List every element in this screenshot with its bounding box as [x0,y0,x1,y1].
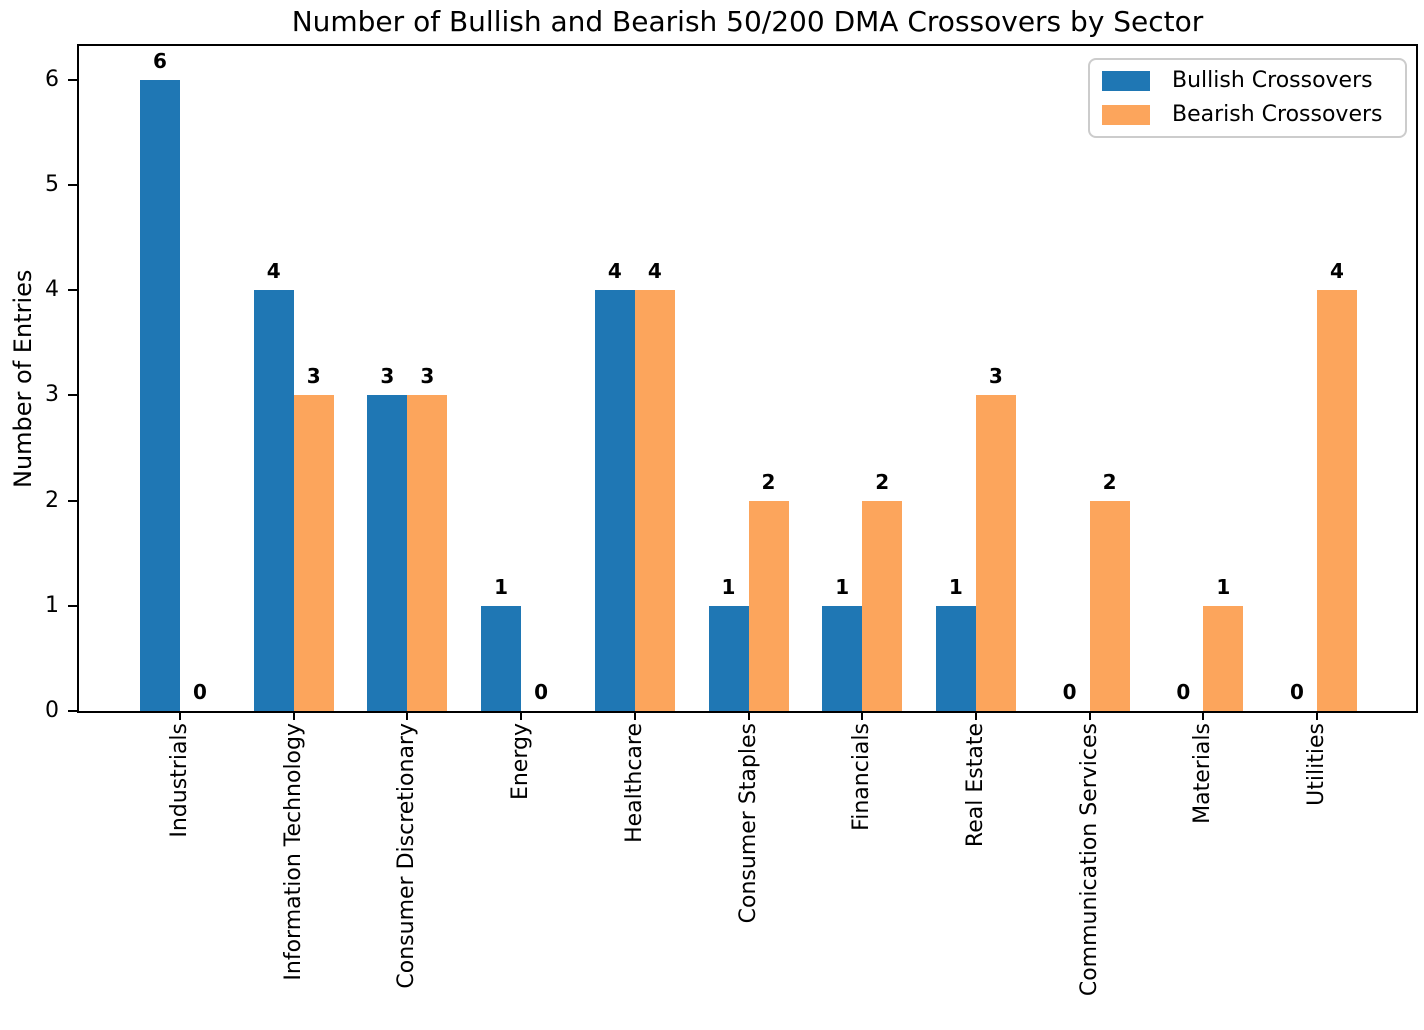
bar-bullish [822,605,863,711]
bar-value-label: 3 [306,364,321,389]
bar-value-label: 1 [721,574,736,599]
x-tick [179,711,181,720]
bar-bullish [935,605,976,711]
y-tick [68,289,77,292]
bar-value-label: 1 [948,574,963,599]
bar-bullish [481,605,522,711]
bar-bearish [293,395,334,711]
plot-area: 0 1 2 3 4 5 6 Industrials 6 0 Information Technolo… [45,44,1418,996]
legend-swatch-bearish [1102,105,1150,125]
y-tick [68,394,77,397]
bar-value-label: 0 [193,680,207,704]
x-tick [1316,711,1318,720]
bar-bearish [407,395,448,711]
bar-bullish [367,395,408,711]
bar-bullish [140,79,180,711]
x-tick [406,711,409,720]
bar-value-label: 3 [420,364,435,389]
bar-bearish [748,500,789,711]
x-tick [974,711,977,720]
bar-value-label: 1 [835,574,850,599]
bar-value-label: 0 [1176,680,1191,704]
bar-value-label: 3 [988,364,1003,389]
y-tick [68,78,77,81]
x-tick [633,711,636,720]
bar-value-label: 2 [761,469,776,494]
legend-label: Bullish Crossovers [1172,68,1373,93]
x-tick [1088,711,1091,720]
x-tick-label-communication-services: Communication Services [1076,723,1102,997]
bar-bullish [253,290,294,711]
bar-value-label: 4 [1330,259,1344,284]
bar-bearish [1089,500,1130,711]
x-tick [1202,711,1205,720]
legend-swatch-bullish [1102,71,1150,91]
bar-value-label: 1 [1216,574,1231,599]
bar-value-label: 0 [1290,680,1304,704]
y-tick [68,183,77,186]
x-tick-label-industrials: Industrials [167,723,192,838]
bar-value-label: 2 [1102,469,1117,494]
y-tick-label: 0 [45,698,59,723]
bar-bearish [1203,605,1244,711]
y-tick-label: 1 [45,592,59,618]
x-tick [861,711,864,720]
y-tick [68,499,77,502]
y-tick-label: 6 [45,66,59,92]
y-tick-label: 3 [45,382,59,408]
bar-value-label: 4 [647,259,662,284]
x-tick-label-energy: Energy [508,723,534,801]
chart-title: Number of Bullish and Bearish 50/200 DMA… [291,5,1204,38]
x-tick-label-materials: Materials [1190,723,1216,824]
bar-bearish [862,500,903,711]
bar-value-label: 6 [153,48,167,73]
x-tick-label-healthcare: Healthcare [621,723,647,843]
bar-value-label: 4 [266,259,281,284]
bar-bearish [1317,290,1357,711]
x-tick-label-consumer-staples: Consumer Staples [735,723,761,924]
bar-bullish [708,605,749,711]
y-tick-label: 4 [45,277,59,303]
y-tick-label: 5 [45,171,59,197]
x-tick-label-information-technology: Information Technology [280,723,306,981]
bar-value-label: 0 [534,680,549,704]
y-tick [68,710,77,712]
bar-bullish [594,290,635,711]
x-tick-label-financials: Financials [849,723,875,831]
bar-value-label: 3 [380,364,395,389]
bar-value-label: 2 [875,469,890,494]
x-tick [292,711,295,720]
bar-value-label: 1 [494,574,509,599]
legend-item-bearish: Bearish Crossovers [1102,101,1393,129]
x-tick-label-real-estate: Real Estate [962,723,988,848]
bar-bearish [975,395,1016,711]
x-tick-label-utilities: Utilities [1304,723,1329,806]
y-tick [68,604,77,607]
x-tick [747,711,750,720]
legend-item-bullish: Bullish Crossovers [1102,67,1393,95]
bar-bearish [634,290,675,711]
y-tick-label: 2 [45,487,59,513]
bar-value-label: 0 [1062,680,1077,704]
x-tick-label-consumer-discretionary: Consumer Discretionary [394,723,420,989]
legend-label: Bearish Crossovers [1172,102,1383,127]
x-tick [520,711,523,720]
bar-value-label: 4 [607,259,622,284]
legend: Bullish Crossovers Bearish Crossovers [1088,58,1407,138]
